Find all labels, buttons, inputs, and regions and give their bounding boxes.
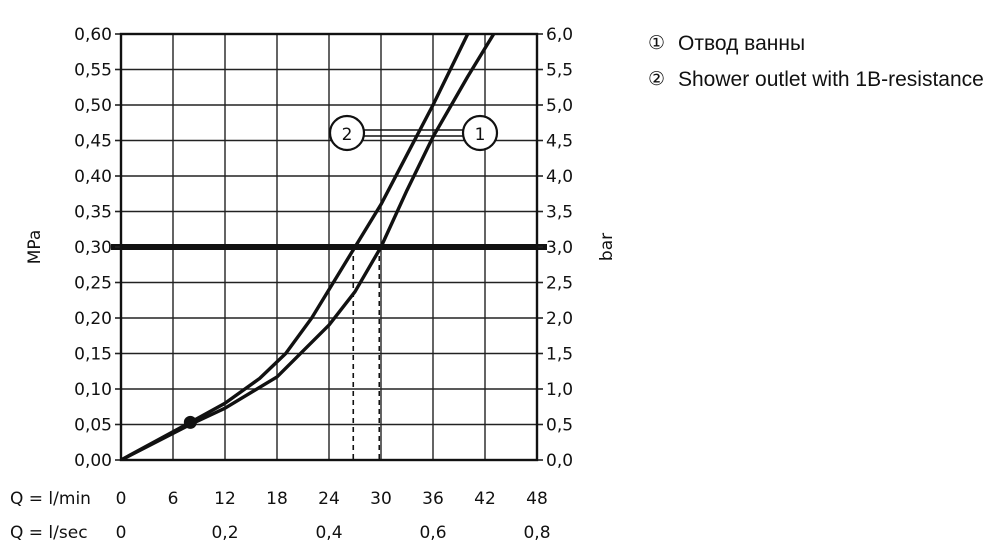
x-tick-label-lmin: 48	[526, 489, 548, 509]
y-tick-label-left: 0,40	[74, 167, 112, 187]
legend-item-1: ① Отвод ванны	[648, 30, 993, 57]
y-tick-label-right: 1,5	[546, 345, 573, 365]
x-tick-label-lmin: 24	[318, 489, 340, 509]
y-tick-label-left: 0,10	[74, 380, 112, 400]
plot-frame	[119, 32, 539, 462]
x-tick-label-lsec: 0,8	[523, 523, 550, 543]
legend-label-1: Отвод ванны	[678, 32, 806, 55]
curve-label-circle-1	[461, 114, 499, 152]
legend-item-2: ② Shower outlet with 1B-resistance	[648, 66, 993, 93]
x-tick-label-lmin: 6	[168, 489, 179, 509]
y-tick-label-right: 4,0	[546, 167, 573, 187]
curves-group	[121, 34, 496, 460]
y-tick-label-right: 3,5	[546, 203, 573, 223]
y-axis-title-right: bar	[597, 233, 617, 261]
x-tick-label-lmin: 18	[266, 489, 288, 509]
curve-label-circle-2	[328, 114, 366, 152]
x-tick-label-lsec: 0,6	[419, 523, 446, 543]
x-axis-title-lmin: Q = l/min	[10, 489, 91, 509]
y-tick-label-left: 0,25	[74, 274, 112, 294]
y-tick-label-right: 2,5	[546, 274, 573, 294]
y-tick-label-left: 0,15	[74, 345, 112, 365]
x-axis-title-lsec: Q = l/sec	[10, 523, 88, 543]
y-tick-label-right: 2,0	[546, 309, 573, 329]
curve-label-1: 1	[475, 125, 486, 145]
y-tick-label-left: 0,45	[74, 132, 112, 152]
marker-point	[183, 415, 197, 429]
curve-1	[121, 34, 496, 460]
y-tick-label-left: 0,30	[74, 238, 112, 258]
y-tick-label-left: 0,50	[74, 96, 112, 116]
legend-label-2: Shower outlet with 1B-resistance	[678, 68, 984, 91]
x-tick-label-lsec: 0	[116, 523, 127, 543]
legend: ① Отвод ванны ② Shower outlet with 1B-re…	[648, 30, 993, 102]
x-tick-label-lmin: 12	[214, 489, 236, 509]
pressure-flow-chart: 0,000,050,100,150,200,250,300,350,400,45…	[10, 25, 617, 543]
y-tick-label-right: 5,0	[546, 96, 573, 116]
x-tick-label-lmin: 36	[422, 489, 444, 509]
legend-marker-1: ①	[648, 32, 666, 54]
x-tick-label-lmin: 30	[370, 489, 392, 509]
y-tick-label-left: 0,05	[74, 416, 112, 436]
y-tick-label-right: 4,5	[546, 132, 573, 152]
legend-marker-2: ②	[648, 68, 666, 90]
y-tick-label-right: 0,5	[546, 416, 573, 436]
y-tick-label-right: 3,0	[546, 238, 573, 258]
y-tick-label-left: 0,20	[74, 309, 112, 329]
y-tick-label-right: 6,0	[546, 25, 573, 45]
curve-2	[121, 34, 470, 460]
x-tick-label-lsec: 0,2	[211, 523, 238, 543]
y-tick-label-right: 1,0	[546, 380, 573, 400]
y-axis-title-left: MPa	[25, 230, 45, 265]
x-tick-label-lmin: 0	[116, 489, 127, 509]
y-tick-label-left: 0,60	[74, 25, 112, 45]
x-tick-label-lmin: 42	[474, 489, 496, 509]
plot-frame-group	[115, 32, 543, 462]
y-tick-label-right: 5,5	[546, 61, 573, 81]
y-tick-label-right: 0,0	[546, 451, 573, 471]
y-tick-label-left: 0,35	[74, 203, 112, 223]
tick-labels-group: 0,000,050,100,150,200,250,300,350,400,45…	[74, 25, 573, 543]
y-tick-label-left: 0,55	[74, 61, 112, 81]
curve-label-2: 2	[342, 125, 353, 145]
y-tick-label-left: 0,00	[74, 451, 112, 471]
x-tick-label-lsec: 0,4	[315, 523, 342, 543]
